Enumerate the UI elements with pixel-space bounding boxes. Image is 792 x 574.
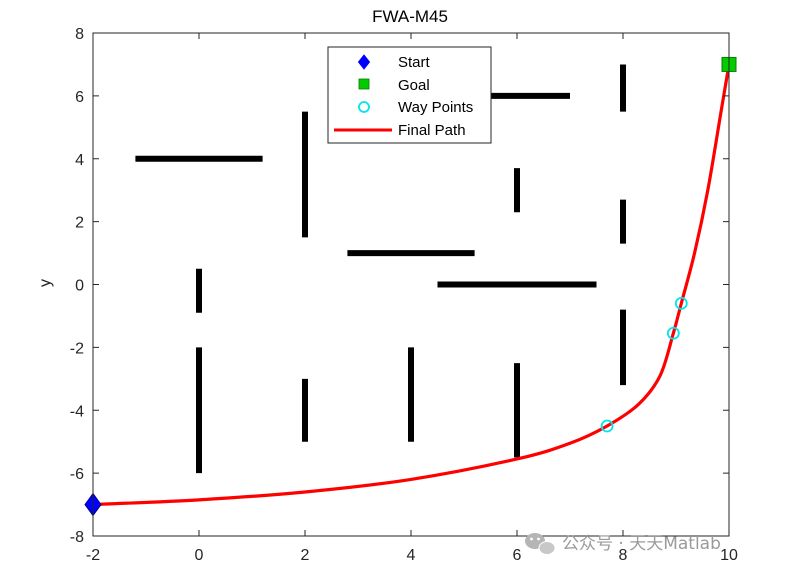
x-tick-label-1: 0 xyxy=(195,547,204,564)
obstacles-layer xyxy=(135,64,626,474)
y-tick-label-1: 6 xyxy=(75,89,84,106)
y-tick-label-4: 0 xyxy=(75,278,84,295)
watermark: 公众号 · 天天Matlab xyxy=(525,533,721,555)
x-tick-label-6: 10 xyxy=(720,547,738,564)
x-tick-label-4: 6 xyxy=(513,547,522,564)
waypoint-marker-0 xyxy=(600,419,614,433)
final-path-line xyxy=(91,62,731,507)
chart-title: FWA-M45 xyxy=(372,7,448,26)
x-tick-label-2: 2 xyxy=(301,547,310,564)
y-tick-label-7: -6 xyxy=(70,466,84,483)
legend-final-path-label: Final Path xyxy=(398,122,466,139)
y-tick-label-5: -2 xyxy=(70,340,84,357)
y-tick-label-3: 2 xyxy=(75,215,84,232)
legend-goal-label: Goal xyxy=(398,77,430,94)
y-axis-label: y xyxy=(37,279,54,287)
legend-waypoints-label: Way Points xyxy=(398,99,473,116)
y-tick-label-0: 8 xyxy=(75,26,84,43)
path-layer xyxy=(91,62,731,507)
x-tick-label-3: 4 xyxy=(407,547,416,564)
legend-goal-marker-icon xyxy=(358,78,370,90)
legend-start-label: Start xyxy=(398,54,431,71)
x-tick-label-5: 8 xyxy=(619,547,628,564)
y-tick-label-6: -4 xyxy=(70,403,84,420)
waypoint-marker-2 xyxy=(674,296,688,310)
legend-entry-start: Start xyxy=(357,54,431,71)
legend-entry-waypoints: Way Points xyxy=(358,99,473,116)
legend: Start Goal Way Points Final Path xyxy=(327,46,492,144)
y-tick-label-2: 4 xyxy=(75,152,84,169)
legend-box xyxy=(327,46,492,144)
legend-waypoint-marker-icon xyxy=(358,101,370,113)
y-tick-label-8: -8 xyxy=(70,529,84,546)
legend-start-marker-icon xyxy=(357,54,371,70)
waypoint-marker-1 xyxy=(666,326,680,340)
wechat-icon xyxy=(525,533,556,555)
x-tick-label-0: -2 xyxy=(86,547,100,564)
watermark-text: 公众号 · 天天Matlab xyxy=(562,534,721,554)
legend-entry-final-path: Final Path xyxy=(334,122,466,139)
legend-entry-goal: Goal xyxy=(358,77,430,94)
ticks-layer: -2 0 2 4 6 8 10 8 6 4 2 0 -2 -4 -6 -8 xyxy=(70,26,738,564)
